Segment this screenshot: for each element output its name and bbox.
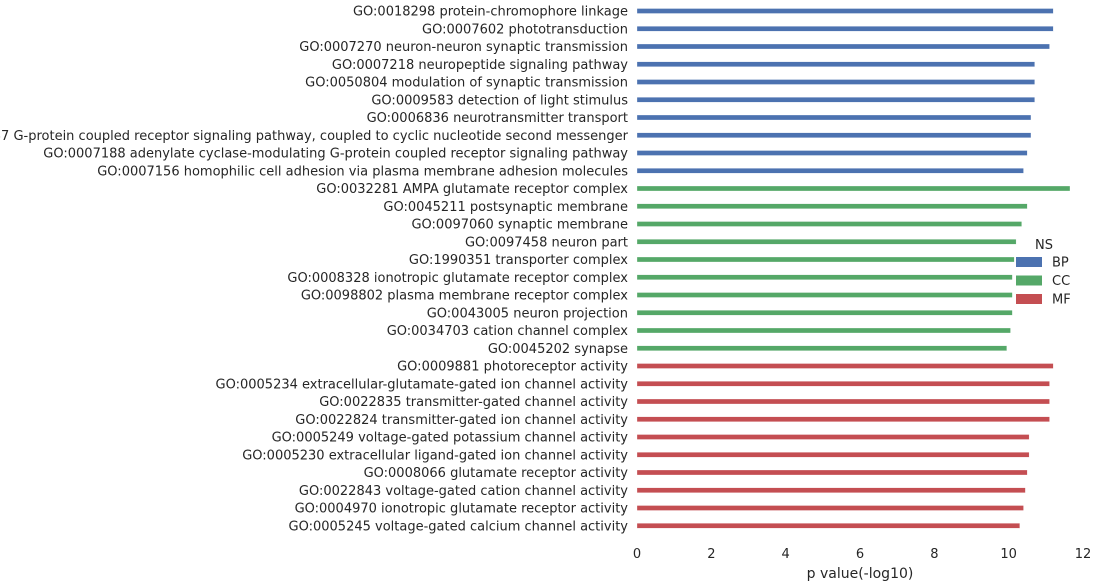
- bar-bp: [636, 61, 1035, 67]
- bar-bp: [636, 79, 1035, 85]
- bar-bp: [636, 8, 1054, 14]
- bar-bp: [636, 114, 1032, 121]
- category-label: GO:0098802 plasma membrane receptor comp…: [301, 289, 628, 304]
- category-label: GO:0005249 voltage-gated potassium chann…: [272, 431, 629, 446]
- category-label: GO:0007602 phototransduction: [422, 22, 628, 37]
- category-label: GO:0007270 neuron-neuron synaptic transm…: [299, 40, 628, 55]
- category-label: GO:0043005 neuron projection: [427, 306, 628, 321]
- bar-mf: [636, 363, 1054, 369]
- category-label: GO:0050804 modulation of synaptic transm…: [305, 76, 628, 91]
- category-label: GO:0007188 adenylate cyclase-modulating …: [43, 147, 628, 162]
- category-labels: GO:0018298 protein-chromophore linkage GO…: [0, 5, 629, 535]
- category-label: GO:0097060 synaptic membrane: [411, 218, 628, 233]
- bar-mf: [636, 505, 1024, 511]
- legend-label-cc: CC: [1052, 274, 1070, 289]
- bar-mf: [636, 416, 1050, 422]
- bar-mf: [636, 381, 1050, 387]
- bar-cc: [636, 256, 1015, 263]
- legend-title: NS: [1035, 238, 1053, 253]
- bar-mf: [636, 398, 1050, 405]
- category-label: GO:0007187 G-protein coupled receptor si…: [0, 129, 629, 144]
- category-label: GO:0004970 ionotropic glutamate receptor…: [295, 502, 629, 517]
- category-label: GO:0022824 transmitter-gated ion channel…: [295, 413, 628, 428]
- legend-swatch-mf: [1016, 294, 1042, 304]
- x-tick-label: 2: [707, 547, 715, 562]
- legend-label-bp: BP: [1052, 256, 1069, 271]
- bar-bp: [636, 132, 1032, 138]
- category-label: GO:0008328 ionotropic glutamate receptor…: [287, 271, 628, 286]
- category-label: GO:0032281 AMPA glutamate receptor compl…: [316, 182, 628, 197]
- category-label: GO:0097458 neuron part: [465, 235, 628, 250]
- x-tick-label: 4: [782, 547, 790, 562]
- legend: NS BP CC MF: [1016, 238, 1071, 308]
- category-label: GO:0005234 extracellular-glutamate-gated…: [216, 377, 629, 392]
- x-axis-title: p value(-log10): [807, 566, 914, 582]
- x-tick-label: 10: [1000, 547, 1017, 562]
- bar-cc: [636, 221, 1022, 227]
- bar-cc: [636, 239, 1017, 245]
- legend-swatch-bp: [1016, 257, 1042, 267]
- category-label: GO:0005245 voltage-gated calcium channel…: [289, 519, 629, 534]
- bar-mf: [636, 469, 1028, 476]
- bar-mf: [636, 523, 1020, 529]
- bar-bp: [636, 97, 1035, 103]
- bar-mf: [636, 487, 1026, 493]
- legend-swatch-cc: [1016, 275, 1042, 286]
- category-label: GO:1990351 transporter complex: [409, 253, 628, 268]
- legend-label-mf: MF: [1052, 293, 1071, 308]
- bar-bp: [636, 150, 1028, 156]
- category-label: GO:0034703 cation channel complex: [387, 324, 629, 339]
- bar-cc: [636, 274, 1013, 280]
- bar-cc: [636, 203, 1028, 209]
- category-label: GO:0009881 photoreceptor activity: [397, 360, 628, 375]
- bar-mf: [636, 452, 1030, 458]
- category-label: GO:0007156 homophilic cell adhesion via …: [97, 164, 628, 179]
- bar-cc: [636, 327, 1011, 334]
- x-tick-label: 6: [856, 547, 864, 562]
- x-tick-label: 0: [633, 547, 641, 562]
- category-label: GO:0007218 neuropeptide signaling pathwa…: [332, 58, 628, 73]
- category-label: GO:0008066 glutamate receptor activity: [364, 466, 629, 481]
- bar-cc: [636, 310, 1013, 316]
- category-label: GO:0022843 voltage-gated cation channel …: [299, 484, 628, 499]
- category-label: GO:0009583 detection of light stimulus: [371, 93, 628, 108]
- category-label: GO:0022835 transmitter-gated channel act…: [319, 395, 628, 410]
- x-axis: 0 2 4 6 8 10 12: [633, 547, 1091, 562]
- bar-mf: [636, 434, 1030, 440]
- bars-layer: [636, 8, 1071, 529]
- bar-bp: [636, 168, 1024, 174]
- category-label: GO:0006836 neurotransmitter transport: [367, 111, 628, 126]
- x-tick-label: 12: [1075, 547, 1092, 562]
- category-label: GO:0005230 extracellular ligand-gated io…: [242, 448, 628, 463]
- category-label: GO:0045202 synapse: [488, 342, 628, 357]
- category-label: GO:0018298 protein-chromophore linkage: [353, 5, 628, 20]
- bar-cc: [636, 345, 1007, 351]
- category-label: GO:0045211 postsynaptic membrane: [383, 200, 628, 215]
- bar-cc: [636, 185, 1071, 192]
- bar-bp: [636, 43, 1050, 50]
- bar-bp: [636, 26, 1054, 32]
- x-tick-label: 8: [930, 547, 938, 562]
- bar-cc: [636, 292, 1013, 298]
